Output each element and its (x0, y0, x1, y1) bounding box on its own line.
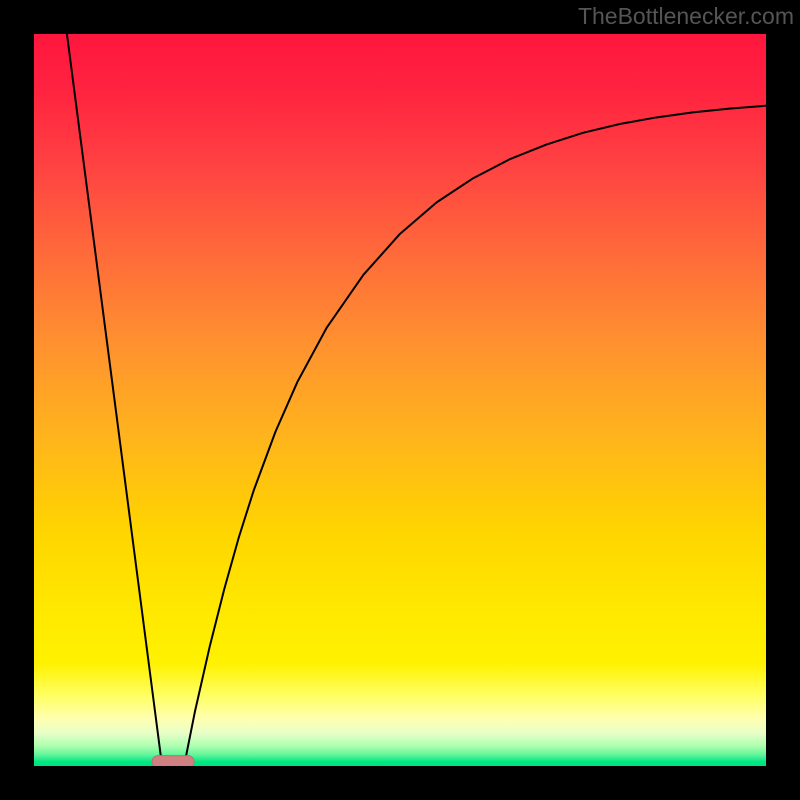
chart-container: TheBottlenecker.com (0, 0, 800, 800)
bottleneck-chart-svg (0, 0, 800, 800)
chart-background-gradient (34, 34, 766, 766)
optimum-marker (152, 756, 194, 768)
